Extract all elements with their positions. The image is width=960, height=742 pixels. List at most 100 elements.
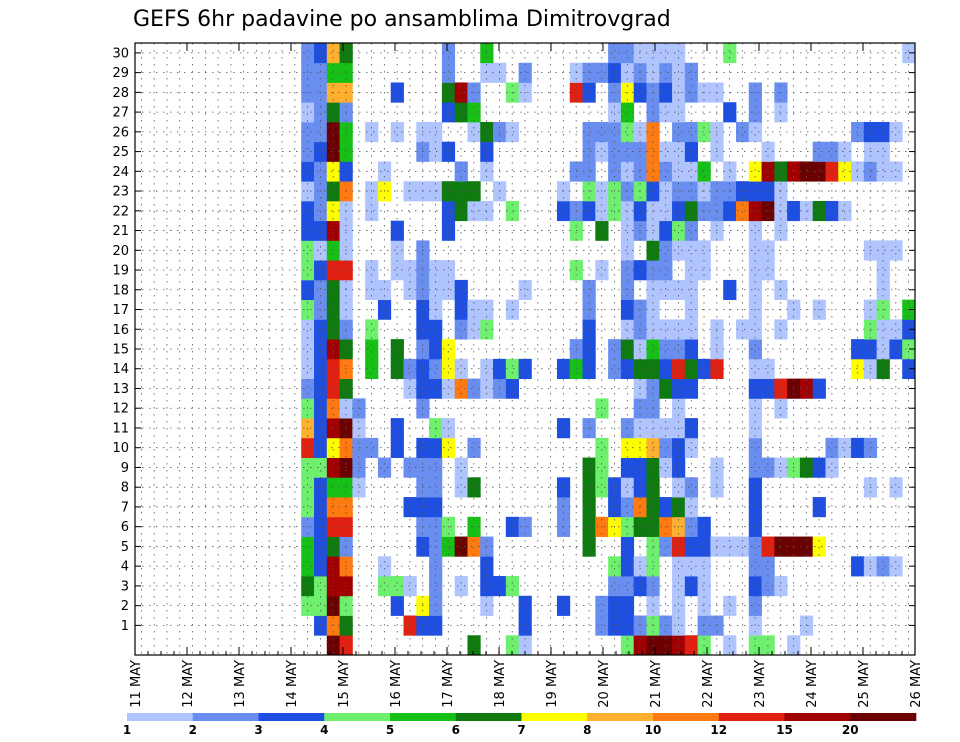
heatmap-cell <box>672 161 686 182</box>
heatmap-cell <box>377 457 392 478</box>
heatmap-cell <box>595 62 609 83</box>
heatmap-cell <box>812 378 826 399</box>
heatmap-cell <box>301 62 315 83</box>
heatmap-cell <box>672 240 686 261</box>
heatmap-cell <box>748 457 762 478</box>
heatmap-cell <box>314 43 328 64</box>
y-tick-label: 5 <box>121 540 129 555</box>
heatmap-cell <box>748 378 762 399</box>
heatmap-cell <box>659 457 673 478</box>
heatmap-cell <box>480 378 494 399</box>
heatmap-cell <box>735 121 750 143</box>
heatmap-cell <box>518 615 532 636</box>
heatmap-cell <box>697 358 711 380</box>
heatmap-cell <box>429 319 443 340</box>
heatmap-cell <box>441 378 456 399</box>
heatmap-cell <box>608 62 622 83</box>
heatmap-cell <box>889 121 903 143</box>
heatmap-cell <box>659 260 673 281</box>
heatmap-cell <box>876 260 890 281</box>
legend-label: 6 <box>452 723 460 737</box>
heatmap-cell <box>595 260 609 281</box>
y-tick-label: 30 <box>112 46 129 61</box>
heatmap-cell <box>684 319 699 340</box>
heatmap-cell <box>518 279 532 301</box>
heatmap-cell <box>582 319 596 340</box>
heatmap-cell <box>620 102 635 123</box>
heatmap-cell <box>314 378 328 399</box>
heatmap-cell <box>301 240 315 261</box>
heatmap-cell <box>301 102 315 123</box>
y-tick-label: 23 <box>112 185 129 200</box>
color-legend: 1 2 3 4 5 6 7 8 10 12 15 20 <box>123 713 917 737</box>
heatmap-cell <box>403 615 417 636</box>
legend-swatch <box>850 713 917 721</box>
legend-swatch <box>653 713 720 721</box>
heatmap-cell <box>735 319 750 340</box>
heatmap-cell <box>774 536 788 557</box>
heatmap-cell <box>326 220 340 241</box>
heatmap-cell <box>403 358 417 380</box>
heatmap-cell <box>301 358 315 380</box>
legend-label: 8 <box>583 723 591 737</box>
heatmap-cell <box>608 497 622 518</box>
heatmap-cell <box>314 457 328 478</box>
heatmap-cell <box>429 437 443 458</box>
heatmap-cell <box>403 497 417 518</box>
heatmap-cell <box>326 556 340 577</box>
heatmap-cell <box>620 141 635 162</box>
heatmap-cell <box>851 339 865 360</box>
heatmap-cell <box>326 595 340 616</box>
heatmap-cell <box>825 437 839 458</box>
heatmap-cell <box>684 240 699 261</box>
heatmap-cell <box>595 457 609 478</box>
heatmap-cell <box>326 43 340 64</box>
heatmap-cell <box>672 339 686 360</box>
legend-label: 1 <box>123 723 131 737</box>
heatmap-cell <box>620 260 635 281</box>
heatmap-cell <box>684 477 699 498</box>
heatmap-cell <box>480 576 494 597</box>
legend-label: 3 <box>254 723 262 737</box>
heatmap-cell <box>314 260 328 281</box>
heatmap-cell <box>608 339 622 360</box>
heatmap-cell <box>352 457 366 478</box>
heatmap-cell <box>429 121 443 143</box>
heatmap-cell <box>326 536 340 557</box>
heatmap-cell <box>441 260 456 281</box>
heatmap-cell <box>620 319 635 340</box>
heatmap-cell <box>761 536 775 557</box>
heatmap-cell <box>314 595 328 616</box>
heatmap-cell <box>377 279 392 301</box>
heatmap-cell <box>441 279 456 301</box>
heatmap-cell <box>889 556 903 577</box>
legend-swatch <box>718 713 785 721</box>
heatmap-cell <box>326 437 340 458</box>
y-tick-label: 17 <box>112 303 129 318</box>
x-tick-label: 26 MAY <box>909 660 924 708</box>
heatmap-cell <box>314 576 328 597</box>
heatmap-cell <box>723 536 737 557</box>
heatmap-cell <box>684 437 699 458</box>
heatmap-cell <box>467 121 481 143</box>
heatmap-cell <box>595 595 609 616</box>
heatmap-cell <box>774 279 788 301</box>
heatmap-cell <box>390 339 404 360</box>
heatmap-cell <box>672 62 686 83</box>
heatmap-cell <box>352 437 366 458</box>
heatmap-cell <box>429 497 443 518</box>
heatmap-cell <box>441 339 456 360</box>
legend-swatch <box>192 713 259 721</box>
heatmap-cell <box>889 477 903 498</box>
heatmap-cell <box>620 556 635 577</box>
heatmap-cell <box>429 615 443 636</box>
heatmap-cell <box>556 497 571 518</box>
heatmap-cell <box>301 121 315 143</box>
heatmap-cell <box>390 437 404 458</box>
heatmap-cell <box>876 141 890 162</box>
heatmap-cell <box>799 536 814 557</box>
heatmap-cell <box>684 536 699 557</box>
heatmap-cell <box>748 556 762 577</box>
heatmap-cell <box>672 220 686 241</box>
heatmap-cell <box>377 576 392 597</box>
